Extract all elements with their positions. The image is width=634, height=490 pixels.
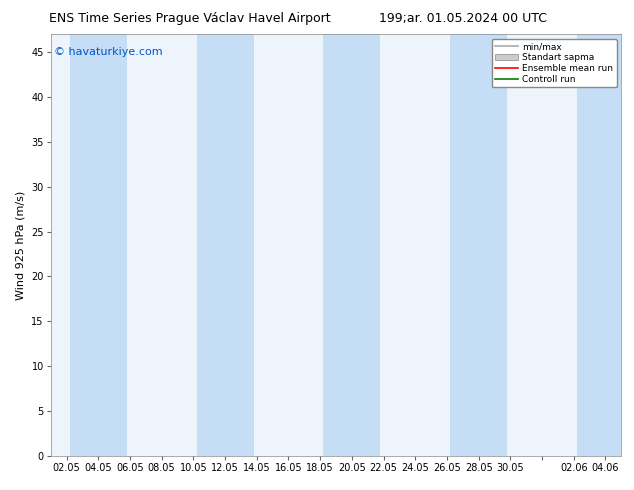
Legend: min/max, Standart sapma, Ensemble mean run, Controll run: min/max, Standart sapma, Ensemble mean r… [491,39,617,87]
Bar [197,34,254,456]
Bar [70,34,127,456]
Text: © havaturkiye.com: © havaturkiye.com [53,47,162,57]
Bar [577,34,634,456]
Y-axis label: Wind 925 hPa (m/s): Wind 925 hPa (m/s) [16,191,26,299]
Bar [450,34,507,456]
Text: ENS Time Series Prague Václav Havel Airport: ENS Time Series Prague Václav Havel Airp… [49,12,331,25]
Bar [323,34,380,456]
Text: 199;ar. 01.05.2024 00 UTC: 199;ar. 01.05.2024 00 UTC [379,12,547,25]
